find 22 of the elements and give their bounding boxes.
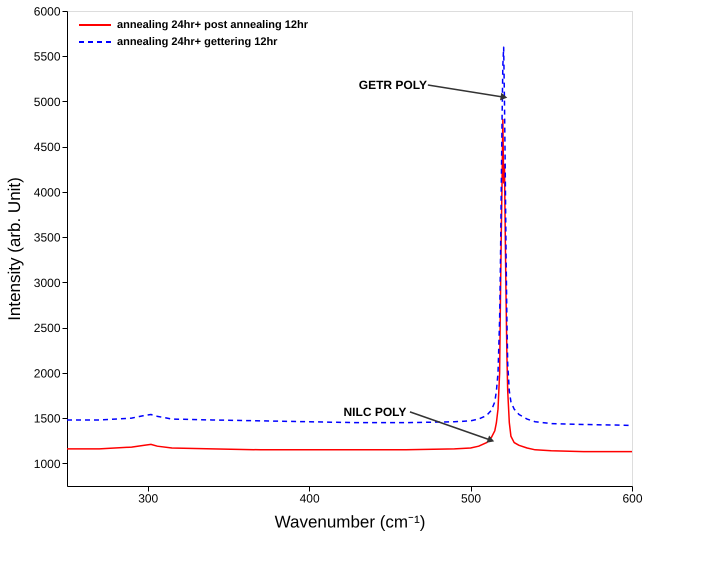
x-tick-label: 300 bbox=[138, 492, 159, 506]
line-series bbox=[67, 118, 632, 452]
x-tick-label: 600 bbox=[622, 492, 643, 506]
y-tick-label: 4000 bbox=[34, 185, 61, 200]
y-tick-label: 6000 bbox=[34, 4, 61, 18]
x-tick-label: 500 bbox=[461, 492, 482, 506]
annotation: GETR POLY bbox=[358, 78, 427, 92]
y-tick-label: 5000 bbox=[34, 94, 61, 109]
x-tick-label: 400 bbox=[300, 492, 320, 506]
y-tick-label: 2500 bbox=[34, 321, 61, 336]
legend-label: annealing 24hr+ post annealing 12hr bbox=[117, 19, 309, 31]
y-tick-label: 1500 bbox=[34, 412, 61, 426]
y-tick-label: 5500 bbox=[34, 50, 61, 64]
annotation: NILC POLY bbox=[343, 404, 406, 419]
y-tick-label: 3500 bbox=[34, 230, 61, 245]
y-tick-label: 4500 bbox=[34, 140, 61, 154]
legend-label: annealing 24hr+ gettering 12hr bbox=[117, 36, 278, 48]
y-tick-label: 2000 bbox=[34, 366, 61, 380]
y-axis-title: Intensity (arb. Unit) bbox=[4, 177, 24, 321]
y-tick-label: 1000 bbox=[34, 456, 61, 471]
x-axis-title: Wavenumber (cm⁻¹) bbox=[274, 512, 426, 532]
y-tick-label: 3000 bbox=[34, 276, 61, 290]
